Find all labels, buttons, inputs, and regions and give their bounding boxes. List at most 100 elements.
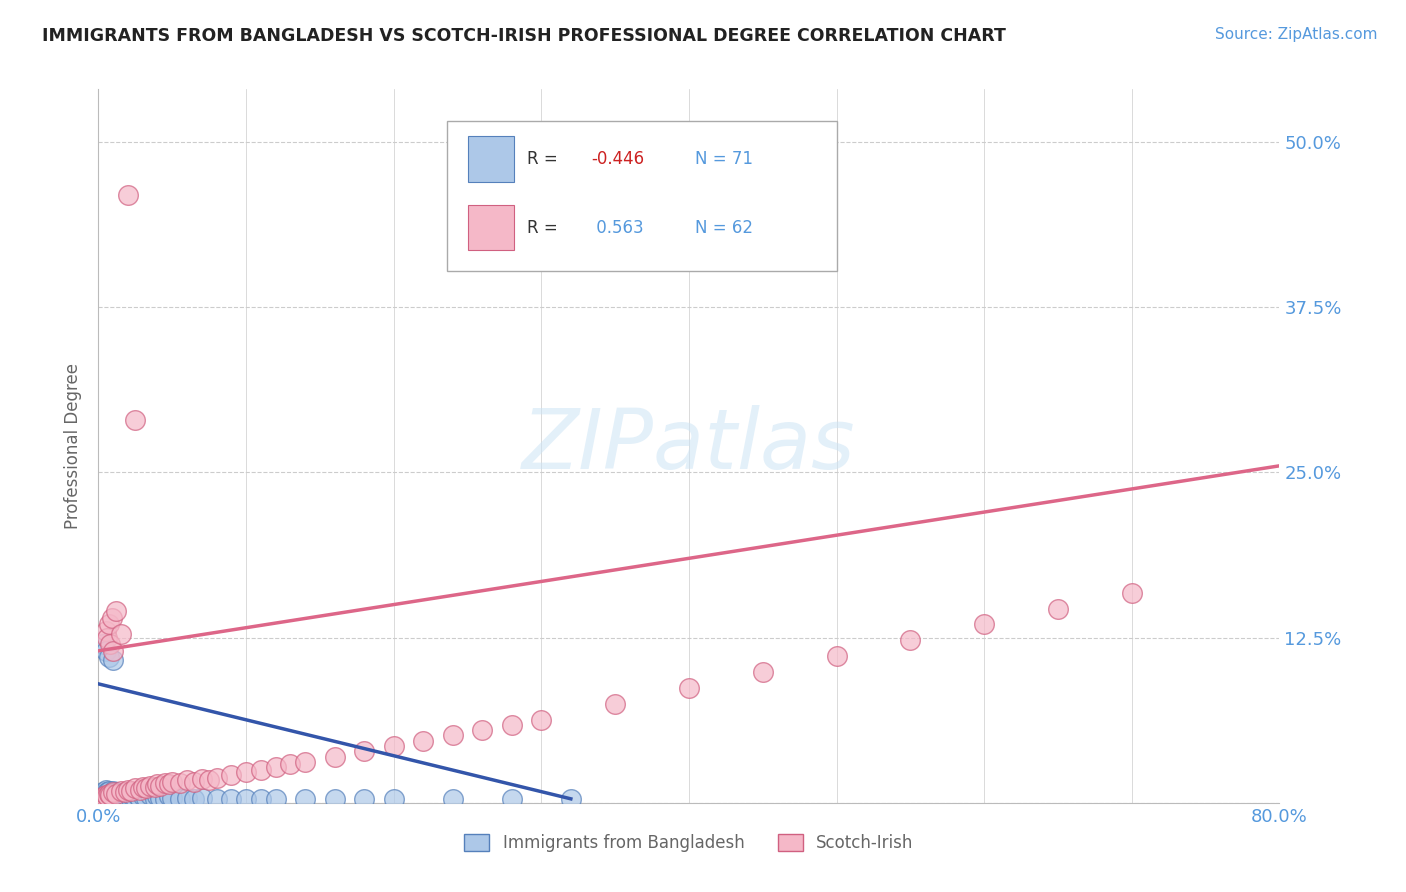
Point <box>112 790 135 805</box>
Point <box>110 784 132 798</box>
Point <box>176 790 198 805</box>
Point <box>139 788 162 802</box>
Point <box>90 792 112 806</box>
Point <box>183 792 205 806</box>
Text: N = 62: N = 62 <box>695 219 752 236</box>
Point <box>91 790 114 805</box>
Point <box>149 790 172 805</box>
Point <box>94 790 117 805</box>
Point <box>91 785 114 799</box>
Point <box>205 771 228 785</box>
Point <box>132 789 155 804</box>
Point <box>973 617 995 632</box>
Point <box>105 604 128 618</box>
Point <box>560 792 582 806</box>
Point <box>100 788 122 802</box>
Point <box>98 787 121 801</box>
Point <box>94 788 117 802</box>
Point <box>103 653 125 667</box>
Point <box>501 718 523 732</box>
Point <box>90 788 112 802</box>
Point <box>221 792 243 806</box>
Point <box>128 782 150 797</box>
Point <box>157 789 180 804</box>
Point <box>105 787 128 801</box>
Point <box>90 790 112 805</box>
Point <box>103 789 125 804</box>
Point <box>900 633 922 648</box>
Point <box>183 774 205 789</box>
Point <box>121 789 143 804</box>
Point <box>115 789 138 804</box>
Text: IMMIGRANTS FROM BANGLADESH VS SCOTCH-IRISH PROFESSIONAL DEGREE CORRELATION CHART: IMMIGRANTS FROM BANGLADESH VS SCOTCH-IRI… <box>42 27 1007 45</box>
Point <box>97 617 120 632</box>
Point <box>143 780 166 794</box>
FancyBboxPatch shape <box>468 205 515 251</box>
Point <box>110 792 132 806</box>
Point <box>114 792 136 806</box>
Point <box>149 779 172 793</box>
Point <box>221 768 243 782</box>
Y-axis label: Professional Degree: Professional Degree <box>65 363 83 529</box>
Point <box>105 785 128 799</box>
Point <box>323 749 346 764</box>
Text: R =: R = <box>527 219 564 236</box>
Point <box>135 790 157 805</box>
Point <box>128 792 150 806</box>
Point <box>139 779 162 793</box>
Point <box>117 188 139 202</box>
Point <box>103 785 125 799</box>
Point <box>382 792 405 806</box>
Point <box>146 789 169 804</box>
Point <box>264 792 287 806</box>
Point <box>235 765 257 780</box>
Text: 0.563: 0.563 <box>591 219 644 236</box>
Point <box>124 790 146 805</box>
Point <box>605 697 627 711</box>
Point <box>98 788 121 802</box>
Point <box>353 792 375 806</box>
Point <box>250 763 273 777</box>
Point <box>120 792 142 806</box>
Point <box>91 789 114 804</box>
Point <box>412 733 434 747</box>
Point <box>96 785 118 799</box>
Point <box>441 728 464 742</box>
Point <box>94 624 117 638</box>
Point <box>104 787 127 801</box>
Point <box>96 792 118 806</box>
Point <box>108 790 131 805</box>
Point <box>125 788 148 802</box>
Point <box>104 790 127 805</box>
Point <box>100 792 122 806</box>
Point <box>97 650 120 665</box>
Point <box>1121 585 1143 599</box>
Point <box>93 792 115 806</box>
Point <box>162 790 183 805</box>
Point <box>97 787 120 801</box>
Point <box>91 792 114 806</box>
Point <box>93 789 115 804</box>
Point <box>1046 601 1070 615</box>
Point <box>124 412 146 426</box>
Point <box>108 787 131 801</box>
Point <box>103 644 125 658</box>
Point <box>530 713 553 727</box>
Point <box>94 788 117 802</box>
Point <box>280 757 302 772</box>
Point <box>471 723 494 738</box>
Point <box>103 784 125 798</box>
Point <box>157 777 180 791</box>
Text: -0.446: -0.446 <box>591 150 644 168</box>
Point <box>97 784 120 798</box>
Point <box>117 790 139 805</box>
Point <box>97 789 120 804</box>
Point <box>120 784 142 798</box>
Point <box>294 792 316 806</box>
Point <box>94 782 117 797</box>
Point <box>294 755 316 769</box>
FancyBboxPatch shape <box>447 121 837 271</box>
Point <box>111 789 134 804</box>
Point <box>169 792 191 806</box>
Point <box>235 792 257 806</box>
